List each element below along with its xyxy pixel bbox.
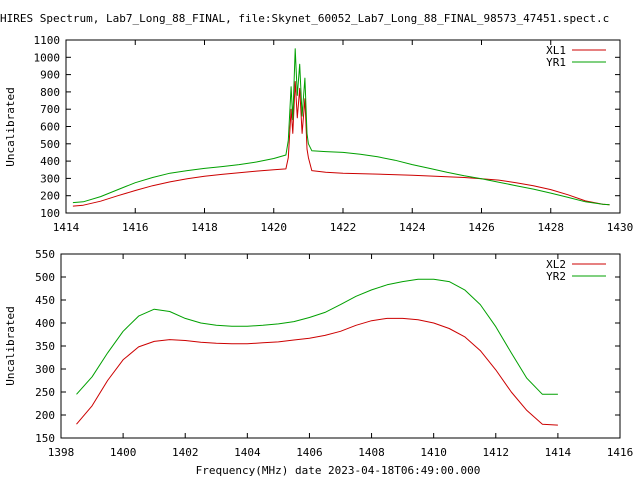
top-y-tick-label: 400 [40, 155, 60, 168]
bottom-y-tick-label: 200 [35, 409, 55, 422]
legend-label-xl2: XL2 [546, 258, 566, 271]
top-y-tick-label: 500 [40, 138, 60, 151]
bottom-x-tick-label: 1408 [358, 446, 385, 459]
legend-label-xl1: XL1 [546, 44, 566, 57]
top-x-tick-label: 1418 [191, 221, 218, 234]
bottom-y-tick-label: 350 [35, 340, 55, 353]
top-y-tick-label: 800 [40, 86, 60, 99]
bottom-x-tick-label: 1416 [607, 446, 634, 459]
bottom-spectrum-panel: Uncalibrated 1398 1400 1402 1404 1406 1408 141… [4, 248, 633, 477]
legend-label-yr1: YR1 [546, 56, 566, 69]
page-title: HIRES Spectrum, Lab7_Long_88_FINAL, file… [0, 12, 609, 25]
top-y-tick-label: 600 [40, 121, 60, 134]
top-x-tick-label: 1416 [122, 221, 149, 234]
top-series [72, 48, 610, 207]
bottom-x-tick-label: 1406 [296, 446, 323, 459]
series-line-yr1 [72, 48, 610, 206]
top-y-axis-label: Uncalibrated [4, 87, 17, 166]
bottom-y-axis-label: Uncalibrated [4, 306, 17, 385]
top-y-tick-label: 100 [40, 207, 60, 220]
top-y-tick-label: 1100 [34, 34, 61, 47]
bottom-y-tick-label: 450 [35, 294, 55, 307]
bottom-x-tick-label: 1398 [48, 446, 75, 459]
top-y-tick-label: 300 [40, 172, 60, 185]
top-x-tick-label: 1420 [261, 221, 288, 234]
top-ticks: 1414 1416 1418 1420 1422 1424 1426 1428 1430 100 2… [34, 34, 634, 234]
top-x-tick-label: 1428 [538, 221, 565, 234]
legend-label-yr2: YR2 [546, 270, 566, 283]
bottom-y-tick-label: 400 [35, 317, 55, 330]
bottom-x-tick-label: 1412 [483, 446, 510, 459]
bottom-x-tick-label: 1400 [110, 446, 137, 459]
series-line-xl1 [72, 81, 610, 207]
top-y-tick-label: 700 [40, 103, 60, 116]
bottom-x-tick-label: 1402 [172, 446, 199, 459]
bottom-plot-frame [60, 253, 621, 439]
top-x-tick-label: 1424 [399, 221, 426, 234]
bottom-x-tick-label: 1404 [234, 446, 261, 459]
top-y-tick-label: 1000 [34, 51, 61, 64]
bottom-y-tick-label: 500 [35, 271, 55, 284]
top-x-tick-label: 1430 [607, 221, 634, 234]
bottom-x-tick-label: 1414 [545, 446, 572, 459]
top-x-tick-label: 1422 [330, 221, 357, 234]
top-y-tick-label: 200 [40, 190, 60, 203]
top-x-tick-label: 1426 [468, 221, 495, 234]
bottom-y-tick-label: 250 [35, 386, 55, 399]
bottom-y-tick-label: 550 [35, 248, 55, 261]
top-x-tick-label: 1414 [53, 221, 80, 234]
bottom-x-axis-label: Frequency(MHz) date 2023-04-18T06:49:00.… [196, 464, 481, 477]
bottom-x-tick-label: 1410 [420, 446, 447, 459]
series-line-yr2 [76, 278, 558, 395]
bottom-ticks: 1398 1400 1402 1404 1406 1408 1410 1412 1414 1416… [35, 248, 633, 459]
bottom-y-tick-label: 150 [35, 432, 55, 445]
bottom-legend: XL2 YR2 [546, 258, 606, 283]
series-line-xl2 [76, 317, 558, 426]
top-spectrum-panel: Uncalibrated 1414 1416 1418 1420 1422 1424 142… [4, 34, 633, 234]
bottom-y-tick-label: 300 [35, 363, 55, 376]
top-legend: XL1 YR1 [546, 44, 606, 69]
bottom-series [76, 278, 558, 426]
top-y-tick-label: 900 [40, 69, 60, 82]
